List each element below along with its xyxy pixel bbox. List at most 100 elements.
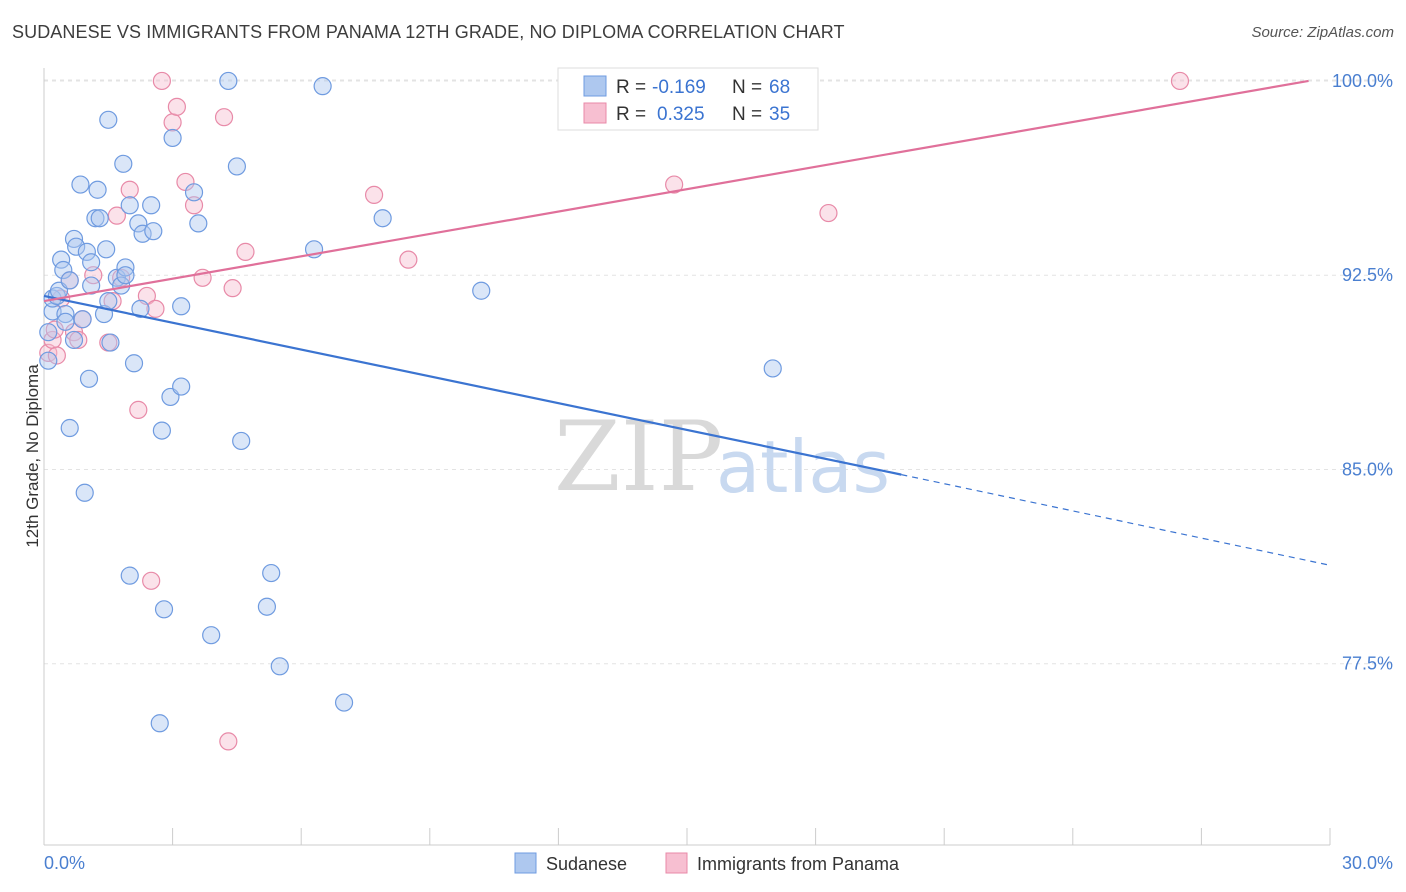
data-point bbox=[114, 154, 133, 173]
data-point bbox=[60, 271, 79, 290]
data-point bbox=[79, 369, 99, 388]
data-point bbox=[71, 175, 90, 194]
data-point bbox=[146, 299, 165, 318]
data-point bbox=[144, 222, 163, 241]
data-point bbox=[39, 323, 58, 342]
y-tick-label: 77.5% bbox=[1342, 654, 1393, 674]
watermark-zip: ZIP bbox=[554, 401, 723, 513]
data-point bbox=[202, 626, 221, 645]
data-point bbox=[227, 157, 246, 176]
data-point bbox=[69, 330, 88, 350]
data-point bbox=[1170, 71, 1190, 91]
data-point bbox=[262, 563, 281, 583]
data-point bbox=[232, 431, 251, 451]
data-point bbox=[97, 240, 116, 259]
data-point bbox=[116, 266, 135, 285]
data-point bbox=[99, 110, 118, 129]
data-point bbox=[116, 258, 135, 277]
data-point bbox=[82, 276, 101, 295]
legend-r-value-1: -0.169 bbox=[652, 77, 706, 98]
data-point bbox=[152, 421, 171, 440]
data-point bbox=[163, 113, 182, 132]
data-point bbox=[167, 97, 186, 116]
data-point bbox=[189, 214, 208, 233]
legend-n-label-2: N = bbox=[732, 104, 762, 125]
data-point bbox=[75, 483, 94, 502]
trend-lines bbox=[43, 79, 1331, 566]
bottom-legend-label-sudanese: Sudanese bbox=[546, 854, 627, 874]
data-point bbox=[142, 571, 161, 590]
data-point bbox=[763, 359, 782, 378]
data-point bbox=[86, 209, 105, 228]
data-point bbox=[101, 333, 120, 352]
y-axis-label: 12th Grade, No Diploma bbox=[23, 364, 42, 548]
data-point bbox=[77, 242, 96, 261]
trend-line-sudanese bbox=[43, 294, 902, 476]
data-point bbox=[88, 180, 107, 199]
chart-source: Source: ZipAtlas.com bbox=[1251, 24, 1394, 41]
data-point bbox=[373, 209, 392, 228]
x-ticks bbox=[43, 828, 1331, 845]
data-point bbox=[223, 279, 242, 298]
legend-n-value-2: 35 bbox=[769, 104, 790, 125]
data-point bbox=[163, 128, 182, 148]
bottom-legend-swatch-sudanese bbox=[514, 852, 537, 874]
data-point bbox=[154, 600, 174, 619]
data-point bbox=[60, 418, 79, 438]
legend-swatch-pink bbox=[583, 102, 607, 124]
series-legend: Sudanese Immigrants from Panama bbox=[514, 852, 900, 874]
data-point bbox=[819, 203, 838, 223]
data-point bbox=[219, 732, 238, 751]
data-point bbox=[270, 657, 289, 676]
data-point bbox=[56, 304, 75, 324]
correlation-legend: R = -0.169 N = 68 R = 0.325 N = 35 bbox=[557, 67, 819, 131]
data-point bbox=[64, 330, 84, 350]
bottom-legend-label-panama: Immigrants from Panama bbox=[697, 854, 900, 874]
data-point bbox=[257, 597, 277, 616]
data-point bbox=[120, 180, 139, 199]
data-point bbox=[334, 693, 354, 712]
data-point bbox=[56, 312, 75, 331]
data-point bbox=[184, 183, 204, 202]
data-point bbox=[73, 310, 92, 329]
trend-line-panama bbox=[43, 79, 1309, 303]
data-point bbox=[131, 299, 150, 318]
data-point bbox=[39, 351, 58, 370]
data-point bbox=[313, 77, 332, 96]
data-point bbox=[90, 209, 109, 228]
data-point bbox=[236, 242, 255, 261]
y-tick-label: 100.0% bbox=[1332, 71, 1393, 91]
data-point bbox=[364, 185, 384, 205]
data-point bbox=[172, 377, 191, 396]
data-point bbox=[120, 196, 139, 215]
data-point bbox=[172, 297, 191, 316]
data-point bbox=[472, 281, 491, 300]
grid bbox=[44, 79, 1393, 665]
data-point bbox=[219, 71, 238, 91]
data-point bbox=[399, 250, 418, 269]
legend-r-value-2: 0.325 bbox=[657, 104, 705, 125]
data-point bbox=[152, 71, 171, 91]
y-tick-labels: 77.5% 85.0% 92.5% 100.0% bbox=[1332, 71, 1393, 674]
data-point bbox=[124, 354, 144, 373]
x-tick-label-min: 0.0% bbox=[44, 853, 85, 873]
data-point bbox=[142, 196, 161, 215]
trend-line-sudanese-extension bbox=[901, 474, 1331, 566]
data-point bbox=[120, 566, 139, 585]
data-point bbox=[133, 224, 152, 243]
bottom-legend-swatch-panama bbox=[665, 852, 688, 874]
legend-n-value-1: 68 bbox=[769, 77, 790, 98]
data-point bbox=[129, 400, 148, 419]
data-point bbox=[184, 196, 204, 215]
data-point bbox=[665, 175, 684, 194]
legend-r-label-1: R = bbox=[616, 77, 646, 98]
data-point bbox=[214, 108, 234, 127]
data-point bbox=[150, 714, 169, 733]
data-point bbox=[54, 260, 73, 280]
data-point bbox=[67, 237, 86, 256]
y-tick-label: 92.5% bbox=[1342, 265, 1393, 285]
chart-title: SUDANESE VS IMMIGRANTS FROM PANAMA 12TH … bbox=[12, 22, 845, 42]
data-point bbox=[47, 346, 66, 365]
data-point bbox=[129, 214, 148, 233]
